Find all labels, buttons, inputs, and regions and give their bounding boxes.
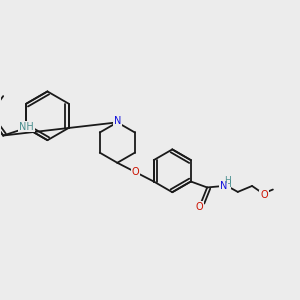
Text: NH: NH bbox=[19, 122, 34, 131]
Text: H: H bbox=[224, 180, 230, 189]
Text: N: N bbox=[114, 116, 121, 126]
Text: O: O bbox=[196, 202, 204, 212]
Text: H: H bbox=[224, 176, 230, 185]
Text: N: N bbox=[220, 181, 227, 191]
Text: O: O bbox=[132, 167, 139, 177]
Text: O: O bbox=[260, 190, 268, 200]
